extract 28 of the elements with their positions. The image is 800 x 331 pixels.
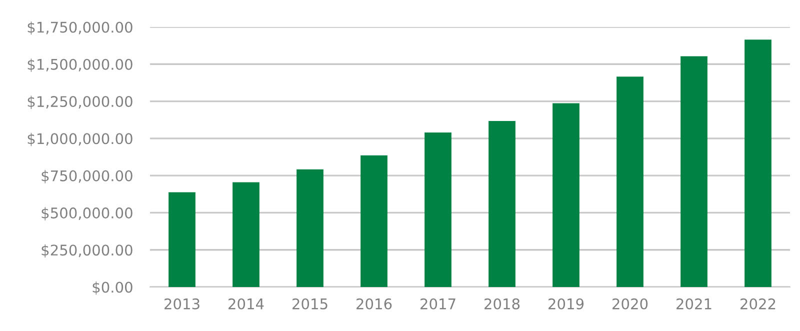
bar	[488, 121, 516, 287]
y-tick-label: $1,250,000.00	[28, 96, 132, 109]
y-tick-label: $250,000.00	[42, 244, 132, 258]
x-tick-label: 2020	[612, 298, 648, 310]
x-tick-label: 2017	[420, 298, 456, 310]
bar	[744, 40, 772, 287]
x-tick-label: 2021	[676, 298, 712, 310]
y-tick-label: $1,500,000.00	[28, 58, 132, 72]
bar	[168, 192, 196, 287]
y-tick-label: $1,750,000.00	[28, 21, 132, 35]
x-tick-label: 2013	[164, 298, 200, 310]
x-tick-label: 2019	[548, 298, 584, 310]
x-tick-label: 2018	[484, 298, 520, 310]
bar	[296, 169, 324, 287]
y-tick-label: $1,000,000.00	[28, 132, 132, 146]
bar	[552, 103, 580, 287]
x-tick-label: 2022	[740, 298, 776, 310]
x-tick-label: 2016	[356, 298, 392, 310]
bar	[680, 56, 708, 287]
y-tick-label: $0.00	[92, 281, 132, 295]
y-tick-label: $750,000.00	[42, 170, 132, 184]
bar	[616, 76, 644, 287]
bar	[232, 182, 260, 287]
x-tick-label: 2015	[292, 298, 328, 310]
bar	[360, 155, 388, 287]
x-tick-label: 2014	[228, 298, 264, 310]
y-tick-label: $500,000.00	[42, 207, 132, 220]
bar	[424, 132, 452, 287]
